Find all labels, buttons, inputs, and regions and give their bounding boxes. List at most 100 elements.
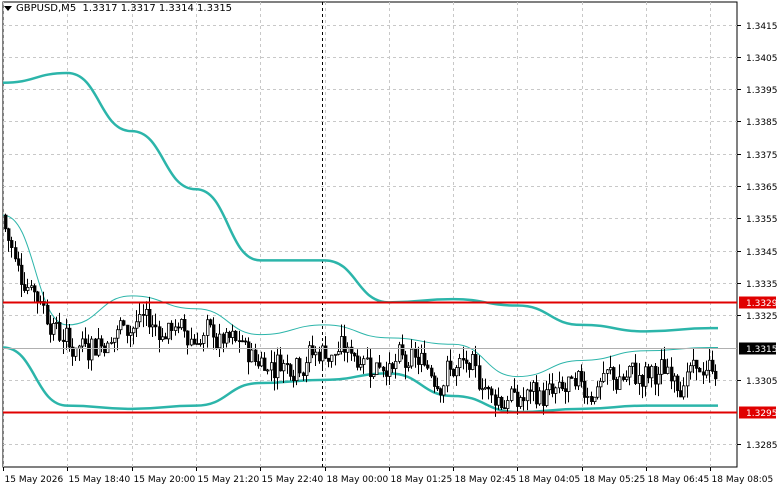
time-tick-label: 18 May 06:45 bbox=[648, 475, 710, 485]
dropdown-triangle-icon[interactable] bbox=[4, 5, 12, 11]
candle-body bbox=[516, 391, 520, 407]
candle-body bbox=[522, 397, 526, 402]
candle-body bbox=[183, 319, 187, 332]
time-tick-label: 18 May 05:25 bbox=[584, 475, 646, 485]
candle-body bbox=[23, 284, 27, 291]
candle-body bbox=[196, 343, 200, 346]
candle-body bbox=[682, 385, 686, 398]
price-tick-label: 1.3385 bbox=[746, 118, 778, 128]
candle-body bbox=[388, 363, 392, 377]
candle-body bbox=[612, 367, 616, 380]
candle-body bbox=[663, 359, 667, 374]
candle-body bbox=[52, 323, 56, 335]
candle-body bbox=[318, 351, 322, 362]
candle-body bbox=[561, 381, 565, 390]
candle-body bbox=[343, 336, 347, 353]
price-tick-label: 1.3355 bbox=[746, 215, 778, 225]
candle-body bbox=[270, 362, 274, 371]
candle-body bbox=[250, 349, 254, 363]
candle-body bbox=[212, 324, 216, 338]
candle-body bbox=[180, 319, 184, 329]
candle-body bbox=[174, 326, 178, 331]
candle-body bbox=[225, 331, 229, 344]
candle-body bbox=[513, 388, 517, 393]
level-price-label: 1.3295 bbox=[746, 409, 778, 419]
price-tick-label: 1.3305 bbox=[746, 377, 778, 387]
candle-body bbox=[628, 365, 632, 378]
candle-body bbox=[295, 358, 299, 382]
candle-body bbox=[583, 380, 587, 398]
time-tick-label: 15 May 20:00 bbox=[134, 475, 196, 485]
candle-body bbox=[641, 375, 645, 387]
time-tick-label: 18 May 04:05 bbox=[519, 475, 581, 485]
candle-body bbox=[378, 362, 382, 368]
candle-body bbox=[676, 375, 680, 392]
time-tick-label: 15 May 18:40 bbox=[69, 475, 131, 485]
level-price-label: 1.3329 bbox=[746, 299, 778, 309]
candle-body bbox=[97, 338, 101, 356]
candle-body bbox=[238, 340, 242, 343]
price-tick-label: 1.3335 bbox=[746, 280, 778, 290]
candle-body bbox=[407, 365, 411, 368]
candle-body bbox=[106, 342, 110, 354]
candle-body bbox=[446, 360, 450, 387]
candle-body bbox=[244, 340, 248, 343]
candle-body bbox=[110, 341, 114, 344]
candle-body bbox=[698, 367, 702, 373]
candle-body bbox=[593, 396, 597, 402]
candle-body bbox=[199, 343, 203, 345]
lower-band-line bbox=[2, 346, 718, 414]
candle-body bbox=[465, 359, 469, 364]
candle-body bbox=[100, 338, 104, 347]
candle-body bbox=[660, 359, 664, 375]
candle-body bbox=[487, 386, 491, 390]
price-tick-label: 1.3325 bbox=[746, 312, 778, 322]
candle-body bbox=[554, 387, 558, 394]
candle-body bbox=[218, 333, 222, 349]
time-tick-label: 18 May 00:00 bbox=[327, 475, 389, 485]
candle-body bbox=[433, 375, 437, 387]
candle-body bbox=[58, 322, 62, 341]
candle-body bbox=[484, 386, 488, 390]
candle-body bbox=[481, 388, 485, 391]
candle-body bbox=[260, 357, 264, 367]
candle-body bbox=[138, 314, 142, 323]
candle-body bbox=[404, 354, 408, 368]
candle-body bbox=[126, 324, 130, 336]
candle-body bbox=[615, 379, 619, 390]
candle-body bbox=[474, 354, 478, 367]
candle-body bbox=[273, 362, 277, 379]
candle-body bbox=[478, 365, 482, 390]
candle-body bbox=[506, 400, 510, 409]
candle-body bbox=[305, 362, 309, 376]
candle-body bbox=[340, 336, 344, 352]
candle-body bbox=[327, 357, 331, 362]
candle-body bbox=[356, 355, 360, 368]
price-tick-label: 1.3365 bbox=[746, 183, 778, 193]
candle-body bbox=[129, 332, 133, 336]
candle-body bbox=[177, 326, 181, 329]
candle-body bbox=[119, 320, 123, 331]
candle-body bbox=[81, 338, 85, 347]
candle-body bbox=[625, 376, 629, 380]
candle-body bbox=[286, 363, 290, 366]
candle-body bbox=[401, 344, 405, 356]
candle-body bbox=[74, 347, 78, 357]
candle-body bbox=[545, 389, 549, 406]
candle-body bbox=[702, 371, 706, 376]
candle-body bbox=[90, 338, 94, 361]
price-tick-label: 1.3375 bbox=[746, 151, 778, 161]
candle-body bbox=[462, 358, 466, 361]
candle-body bbox=[385, 370, 389, 377]
candle-body bbox=[94, 338, 98, 356]
candle-body bbox=[558, 381, 562, 389]
candle-body bbox=[279, 354, 283, 372]
candle-body bbox=[36, 291, 40, 303]
candle-body bbox=[529, 389, 533, 392]
candle-body bbox=[622, 376, 626, 380]
candle-body bbox=[510, 388, 514, 401]
candle-body bbox=[302, 372, 306, 376]
candle-body bbox=[657, 373, 661, 385]
